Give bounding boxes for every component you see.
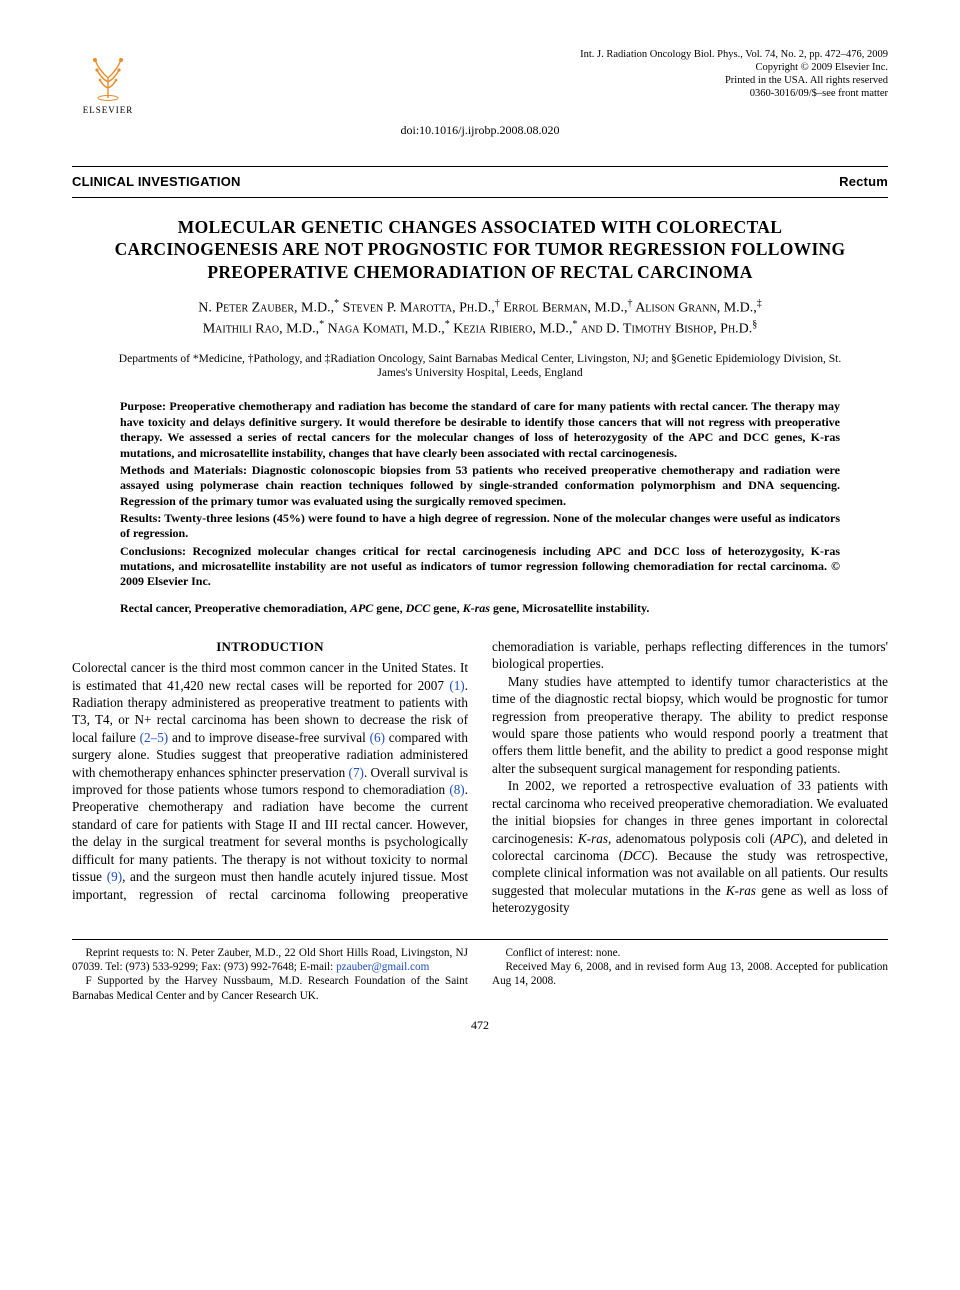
author-list: N. Peter Zauber, M.D.,* Steven P. Marott… bbox=[92, 297, 868, 340]
issn-line: 0360-3016/09/$–see front matter bbox=[580, 87, 888, 100]
intro-heading: INTRODUCTION bbox=[72, 638, 468, 655]
received-dates: Received May 6, 2008, and in revised for… bbox=[492, 960, 888, 989]
affiliations: Departments of *Medicine, †Pathology, an… bbox=[112, 352, 848, 382]
email-link[interactable]: pzauber@gmail.com bbox=[336, 961, 429, 973]
abstract-conclusions: Conclusions: Recognized molecular change… bbox=[120, 544, 840, 590]
keywords-line: Rectal cancer, Preoperative chemoradiati… bbox=[120, 600, 840, 616]
body-paragraph-2: Many studies have attempted to identify … bbox=[492, 673, 888, 778]
abstract-block: Purpose: Preoperative chemotherapy and r… bbox=[120, 399, 840, 589]
abstract-purpose: Purpose: Preoperative chemotherapy and r… bbox=[120, 399, 840, 460]
journal-citation: Int. J. Radiation Oncology Biol. Phys., … bbox=[580, 48, 888, 61]
conflict-of-interest: Conflict of interest: none. bbox=[492, 946, 888, 960]
citation-ref[interactable]: (1) bbox=[449, 678, 464, 693]
citation-ref[interactable]: (9) bbox=[107, 869, 122, 884]
citation-ref[interactable]: (8) bbox=[449, 782, 464, 797]
section-label-right: Rectum bbox=[839, 173, 888, 191]
footnotes-rule bbox=[72, 939, 888, 940]
publisher-logo: ELSEVIER bbox=[72, 48, 144, 116]
doi: doi:10.1016/j.ijrobp.2008.08.020 bbox=[72, 122, 888, 138]
journal-citation-block: Int. J. Radiation Oncology Biol. Phys., … bbox=[580, 48, 888, 101]
copyright-line: Copyright © 2009 Elsevier Inc. bbox=[580, 61, 888, 74]
section-bar: CLINICAL INVESTIGATION Rectum bbox=[72, 167, 888, 197]
printed-in-line: Printed in the USA. All rights reserved bbox=[580, 74, 888, 87]
elsevier-tree-icon bbox=[81, 48, 135, 102]
page-number: 472 bbox=[72, 1017, 888, 1033]
section-label-left: CLINICAL INVESTIGATION bbox=[72, 173, 241, 191]
article-body: INTRODUCTION Colorectal cancer is the th… bbox=[72, 638, 888, 917]
reprint-requests: Reprint requests to: N. Peter Zauber, M.… bbox=[72, 946, 468, 975]
citation-ref[interactable]: (6) bbox=[370, 730, 385, 745]
footnotes-block: Reprint requests to: N. Peter Zauber, M.… bbox=[72, 946, 888, 1003]
body-paragraph-3: In 2002, we reported a retrospective eva… bbox=[492, 777, 888, 916]
page-header: ELSEVIER Int. J. Radiation Oncology Biol… bbox=[72, 48, 888, 116]
funding-note: F Supported by the Harvey Nussbaum, M.D.… bbox=[72, 974, 468, 1003]
citation-ref[interactable]: (2–5) bbox=[140, 730, 169, 745]
abstract-results: Results: Twenty-three lesions (45%) were… bbox=[120, 511, 840, 542]
article-title: MOLECULAR GENETIC CHANGES ASSOCIATED WIT… bbox=[112, 216, 848, 283]
citation-ref[interactable]: (7) bbox=[349, 765, 364, 780]
publisher-name: ELSEVIER bbox=[83, 104, 134, 116]
bottom-rule bbox=[72, 197, 888, 198]
abstract-methods: Methods and Materials: Diagnostic colono… bbox=[120, 463, 840, 509]
